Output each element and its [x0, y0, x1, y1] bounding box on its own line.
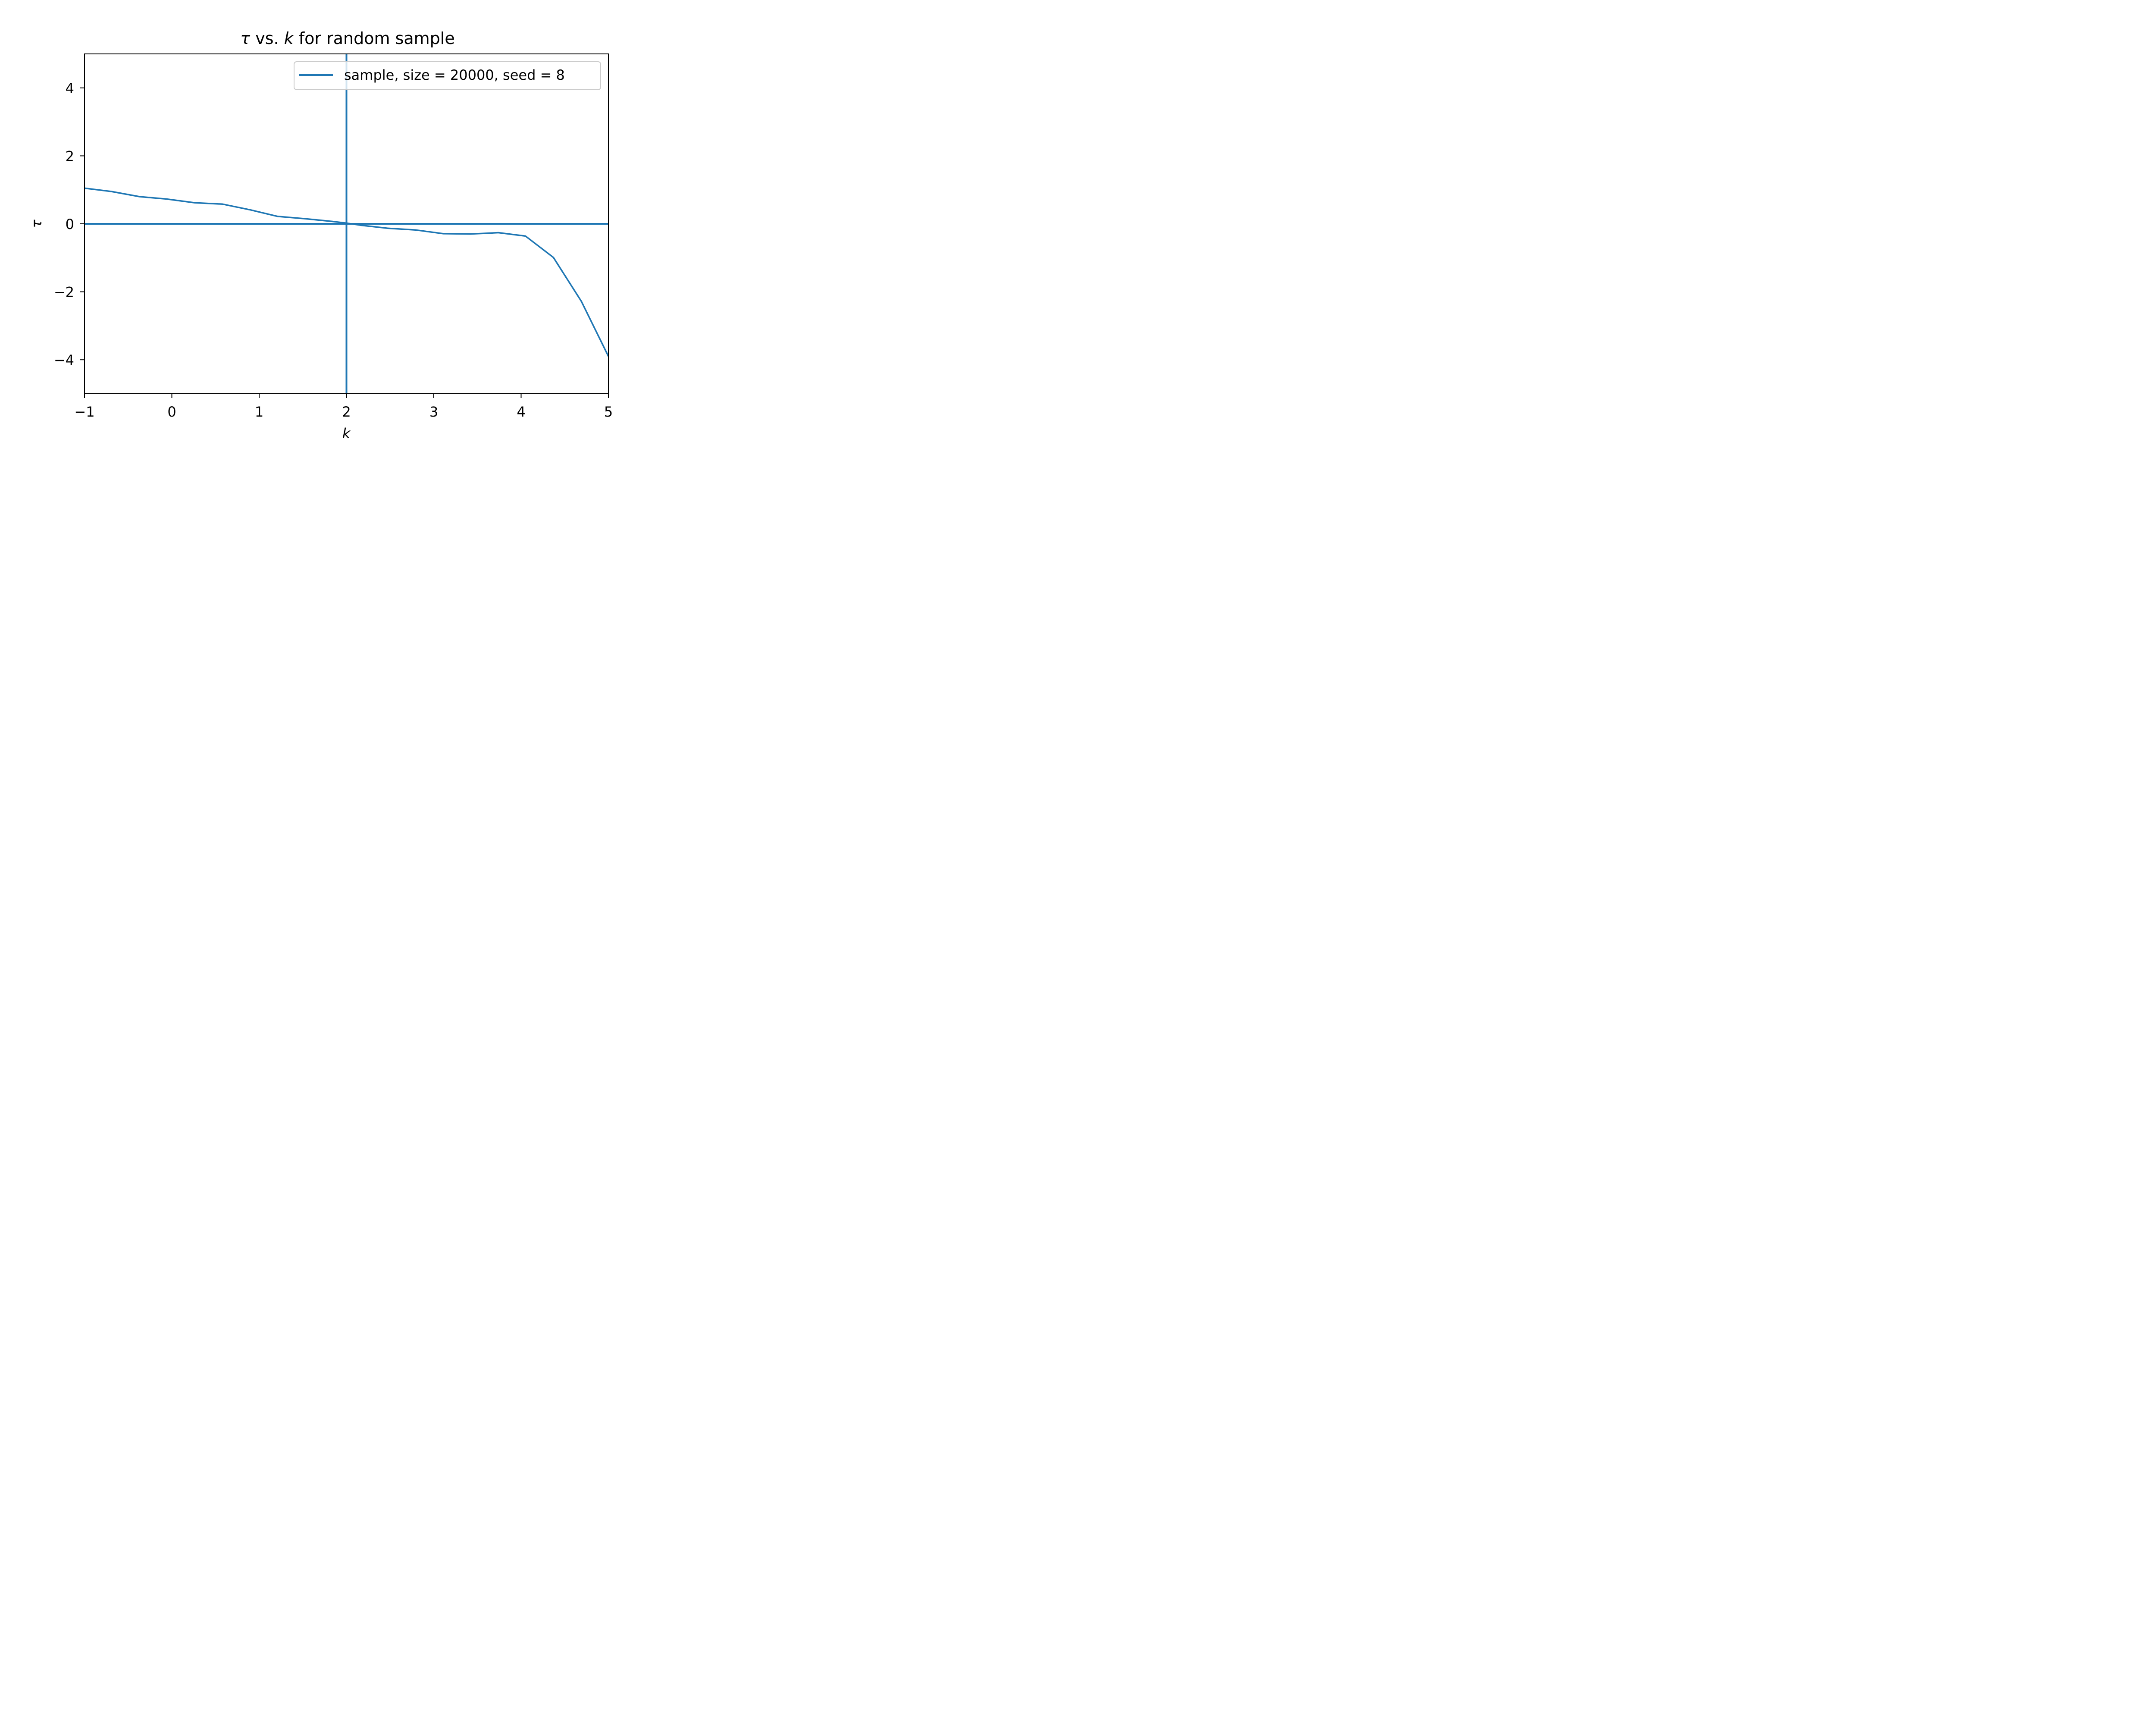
y-tick-label: −2 [54, 284, 74, 301]
x-tick-label: −1 [74, 404, 94, 420]
legend: sample, size = 20000, seed = 8 [294, 61, 601, 90]
x-tick-label: 5 [604, 404, 613, 420]
axes-frame [84, 53, 609, 394]
chart-title: τ vs. k for random sample [240, 29, 454, 48]
y-tick-label: 0 [66, 216, 74, 232]
x-tick-label: 3 [429, 404, 438, 420]
plot-area [85, 54, 608, 394]
series-line-sample [85, 187, 608, 358]
y-tick-label: −4 [54, 352, 74, 368]
title-text-vs: vs. [250, 29, 284, 48]
y-tick-label: 4 [66, 80, 74, 97]
x-tick-label: 4 [517, 404, 525, 420]
y-tick-label: 2 [66, 148, 74, 164]
axis-ticks: −1 0 1 2 3 4 5 −4 −2 0 2 4 [54, 80, 613, 420]
chart-figure: τ vs. k for random sample −1 0 1 2 3 4 5 −4 −2 0 2… [0, 0, 667, 451]
title-text-rest: for random sample [294, 29, 455, 48]
x-tick-label: 2 [342, 404, 351, 420]
line-chart: τ vs. k for random sample −1 0 1 2 3 4 5 −4 −2 0 2… [28, 29, 613, 442]
x-tick-label: 0 [167, 404, 176, 420]
x-tick-label: 1 [255, 404, 263, 420]
y-axis-label: τ [28, 220, 45, 228]
legend-entry-label: sample, size = 20000, seed = 8 [344, 67, 565, 83]
x-axis-label: k [342, 425, 351, 442]
legend-box [294, 61, 601, 90]
title-symbol-tau: τ [240, 29, 251, 48]
title-symbol-k: k [284, 29, 295, 48]
